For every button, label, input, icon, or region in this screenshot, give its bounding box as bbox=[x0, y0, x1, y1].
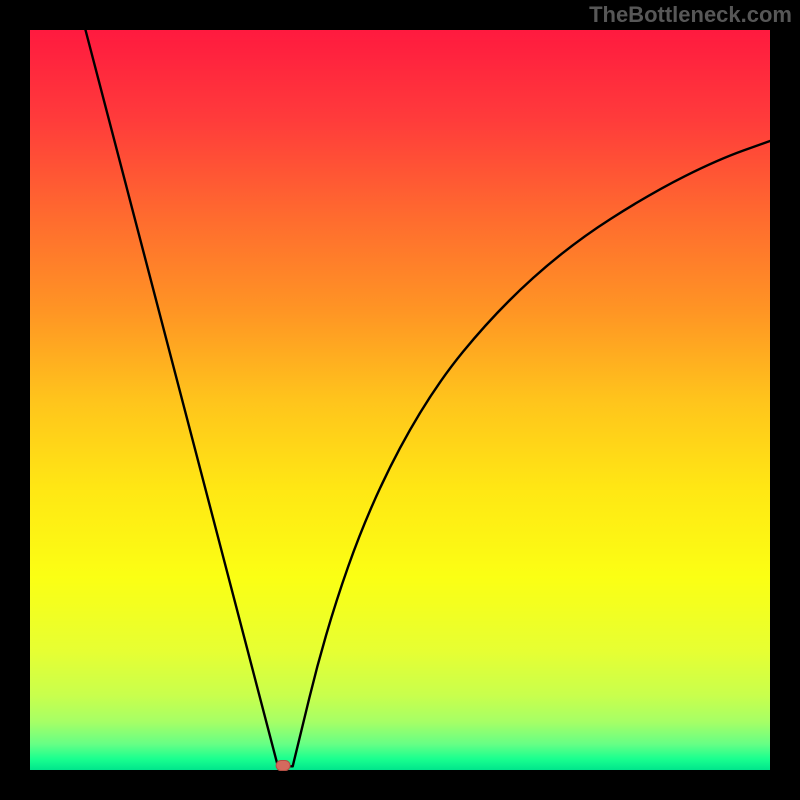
plot-background bbox=[30, 30, 770, 770]
watermark-text: TheBottleneck.com bbox=[589, 2, 792, 28]
chart-canvas: { "watermark": { "text": "TheBottleneck.… bbox=[0, 0, 800, 800]
optimum-marker bbox=[276, 761, 290, 771]
bottleneck-chart bbox=[0, 0, 800, 800]
